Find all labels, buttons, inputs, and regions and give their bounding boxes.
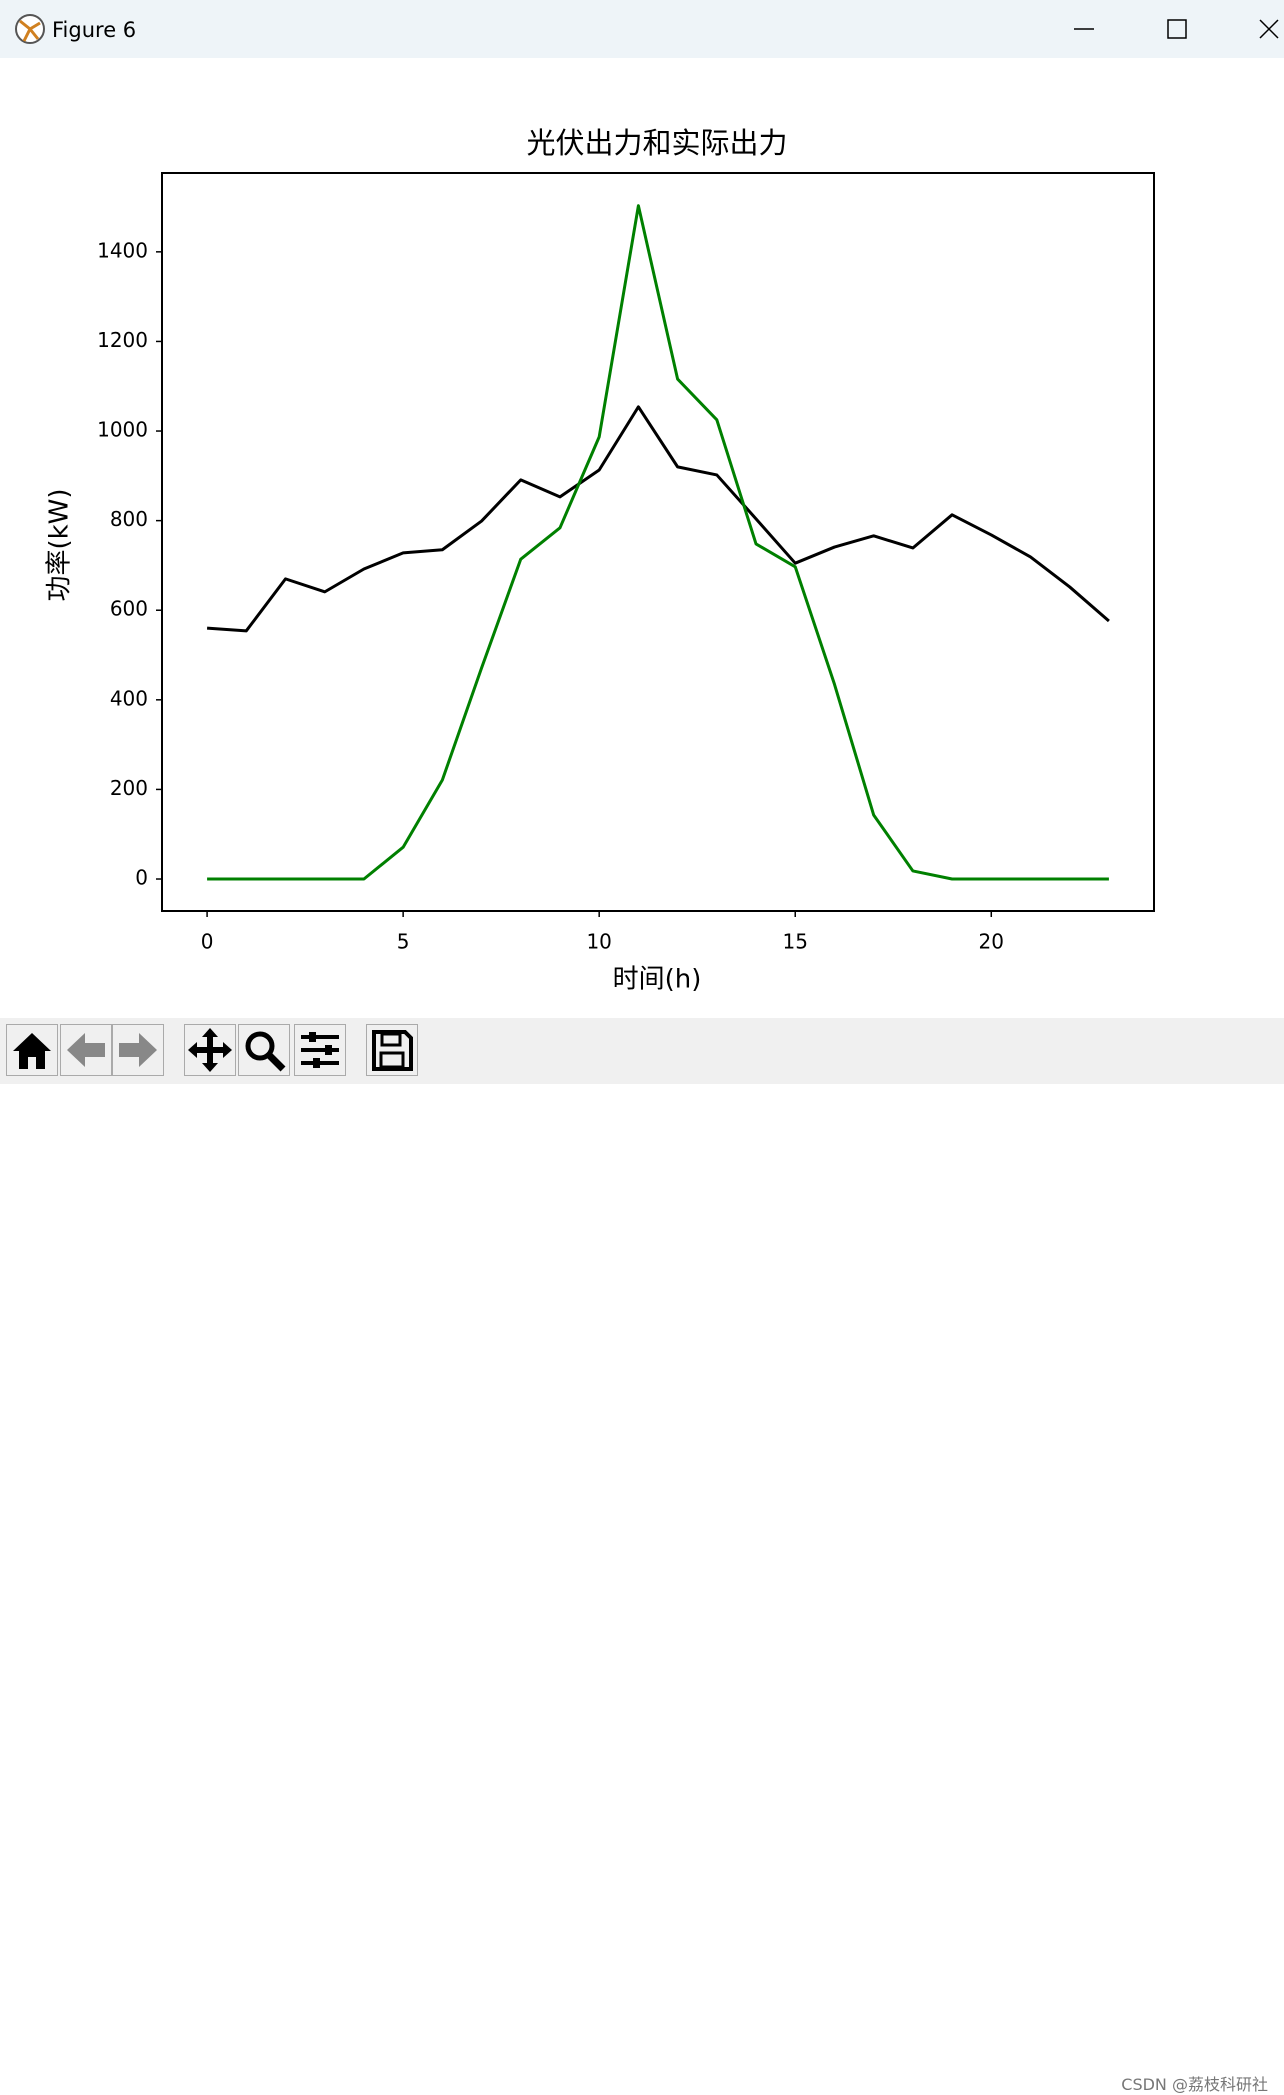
app-icon: [15, 14, 45, 44]
chart-title: 光伏出力和实际出力: [526, 126, 787, 160]
series-line: [207, 204, 1109, 881]
y-tick-label: 1000: [97, 418, 148, 442]
x-tick-label: 10: [586, 930, 611, 954]
x-axis-label: 时间(h): [613, 965, 702, 995]
forward-button[interactable]: [112, 1024, 164, 1076]
y-tick-label: 800: [110, 507, 148, 531]
x-tick-label: 15: [783, 930, 808, 954]
window-controls: [1074, 19, 1279, 39]
plot-frame: [161, 172, 1155, 912]
y-tick-label: 1200: [97, 328, 148, 352]
watermark: CSDN @荔枝科研社: [1121, 2075, 1268, 2094]
chart: 光伏出力和实际出力 时间(h) 功率(kW) 02004006008001000…: [45, 126, 1155, 995]
maximize[interactable]: [1167, 19, 1187, 39]
y-tick-label: 0: [135, 866, 148, 890]
close[interactable]: [1259, 19, 1279, 39]
zoom-button[interactable]: [238, 1024, 290, 1076]
pan-button[interactable]: [184, 1024, 236, 1076]
back-button[interactable]: [60, 1024, 112, 1076]
y-tick-label: 400: [110, 686, 148, 710]
x-tick-label: 5: [397, 930, 410, 954]
series-line: [206, 405, 1110, 633]
title-bar: Figure 6: [0, 0, 1284, 58]
home-button[interactable]: [6, 1024, 58, 1076]
x-tick-label: 20: [979, 930, 1004, 954]
configure-button[interactable]: [294, 1024, 346, 1076]
x-tick-label: 0: [201, 930, 214, 954]
y-axis-label: 功率(kW): [45, 488, 75, 601]
save-button[interactable]: [366, 1024, 418, 1076]
y-tick-label: 600: [110, 597, 148, 621]
window-title: Figure 6: [52, 18, 137, 42]
y-tick-label: 200: [110, 776, 148, 800]
toolbar: CSDN @荔枝科研社: [0, 1018, 1284, 2094]
y-tick-label: 1400: [97, 238, 148, 262]
